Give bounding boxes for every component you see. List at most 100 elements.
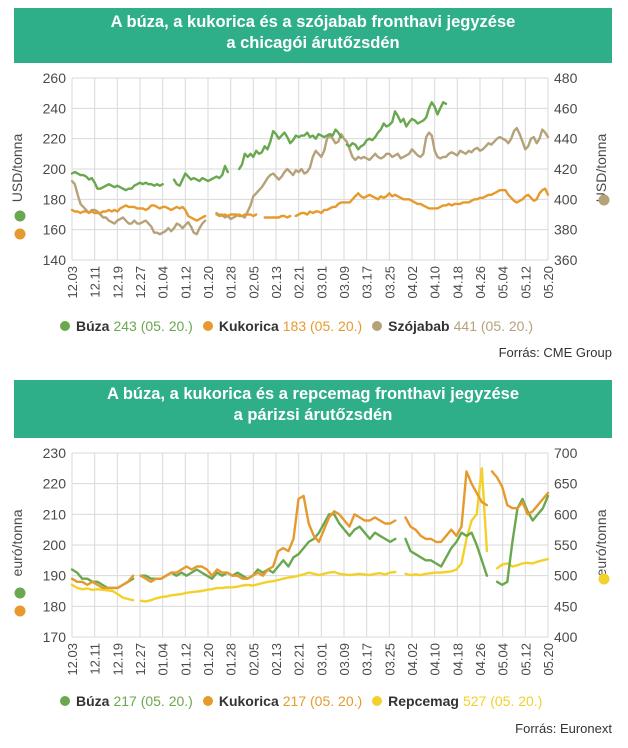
y-axis-label-left: euró/tonna (9, 509, 25, 576)
x-tick: 04.02 (405, 266, 420, 299)
legend-name: Búza (76, 318, 110, 334)
series-line-búza (404, 531, 489, 577)
legend-item: Kukorica 183 (05. 20.) (202, 318, 362, 334)
x-tick: 04.10 (428, 643, 443, 676)
legend-item: Búza 243 (05. 20.) (60, 318, 193, 334)
axis-series-dot (14, 605, 26, 617)
y-tick-right: 380 (554, 222, 578, 238)
y-tick-left: 220 (43, 131, 67, 147)
x-tick: 05.20 (541, 643, 556, 676)
chart-title-banner: A búza, a kukorica és a szójabab frontha… (14, 8, 612, 63)
legend-dot (202, 321, 213, 331)
legend-dot (372, 696, 383, 706)
series-line-búza (345, 101, 448, 151)
x-tick: 03.25 (382, 643, 397, 676)
y-tick-left: 200 (43, 161, 67, 177)
series-line-kukorica (263, 214, 292, 219)
x-tick: 12.11 (88, 266, 103, 298)
axis-series-dot (598, 573, 610, 585)
x-tick: 02.05 (246, 643, 261, 676)
series-line-szójabab (70, 179, 207, 236)
legend-dot (60, 696, 70, 706)
series-line-búza (70, 170, 164, 192)
series-line-kukorica (294, 187, 550, 218)
y-tick-right: 400 (554, 629, 578, 645)
legend-dot (372, 321, 383, 331)
axis-series-dot (598, 194, 610, 206)
x-tick: 02.13 (269, 643, 284, 676)
y-tick-left: 240 (43, 100, 67, 116)
axis-series-dot (14, 587, 26, 599)
y-tick-left: 230 (43, 445, 67, 461)
y-tick-left: 260 (43, 70, 67, 86)
legend-value: 527 (05. 20.) (462, 693, 543, 709)
series-line-szójabab (215, 126, 550, 221)
x-tick: 12.03 (65, 643, 80, 676)
x-tick: 05.12 (518, 643, 533, 676)
x-tick: 04.10 (428, 266, 443, 299)
legend-name: Kukorica (218, 318, 279, 334)
series-line-kukorica (70, 204, 207, 222)
series-line-kukorica (490, 470, 550, 516)
x-tick: 05.12 (518, 266, 533, 299)
legend-name: Búza (76, 693, 110, 709)
x-tick: 02.21 (292, 643, 307, 676)
chart-panel-chicago: A búza, a kukorica és a szójabab frontha… (0, 0, 628, 370)
y-tick-left: 180 (43, 191, 67, 207)
y-tick-right: 460 (554, 100, 578, 116)
legend-item: Repcemag 527 (05. 20.) (372, 693, 542, 709)
x-tick: 02.05 (246, 266, 261, 299)
x-tick: 05.04 (496, 643, 511, 676)
x-tick: 04.18 (450, 643, 465, 676)
y-tick-right: 550 (554, 537, 578, 553)
legend-value: 217 (05. 20.) (113, 693, 193, 709)
legend-name: Szójabab (388, 318, 450, 334)
y-tick-right: 450 (554, 598, 578, 614)
x-tick: 01.28 (224, 643, 239, 676)
series-line-kukorica (70, 574, 135, 590)
chart-legend: Búza 217 (05. 20.) Kukorica 217 (05. 20.) Re… (60, 693, 552, 709)
x-tick: 12.11 (88, 643, 103, 675)
y-tick-left: 140 (43, 252, 67, 268)
line-chart-chicago: 260 480 240 460 220 440 200 420 180 400 160 380 140 3… (9, 70, 610, 299)
y-tick-right: 360 (554, 252, 578, 268)
y-tick-right: 420 (554, 161, 578, 177)
chart-title-line-2: a párizsi árutőzsdén (233, 406, 393, 424)
series-line-búza (237, 128, 343, 171)
chart-title-line-1: A búza, a kukorica és a szójabab frontha… (110, 13, 516, 31)
legend-value: 243 (05. 20.) (113, 318, 193, 334)
x-tick: 01.04 (156, 266, 171, 299)
series-line-kukorica (139, 494, 397, 584)
x-tick: 04.26 (473, 643, 488, 676)
x-tick: 01.12 (178, 266, 193, 299)
chart-panel-paris: A búza, a kukorica és a repcemag frontha… (0, 380, 628, 748)
x-tick: 01.28 (224, 266, 239, 299)
y-tick-left: 190 (43, 568, 67, 584)
x-tick: 05.20 (541, 266, 556, 299)
x-tick: 04.26 (473, 266, 488, 299)
chart-source: Forrás: CME Group (498, 345, 612, 360)
x-tick: 04.18 (450, 266, 465, 299)
line-chart-paris: 230 700 220 650 210 600 200 550 190 500 180 450 170 4… (9, 445, 610, 676)
y-tick-left: 200 (43, 537, 67, 553)
legend-item: Búza 217 (05. 20.) (60, 693, 193, 709)
series-line-repcemag (495, 557, 550, 570)
series-line-kukorica (215, 213, 258, 218)
x-tick: 05.04 (496, 266, 511, 299)
x-tick: 12.27 (133, 266, 148, 299)
legend-name: Kukorica (218, 693, 279, 709)
x-tick: 03.01 (314, 266, 329, 299)
x-tick: 02.13 (269, 266, 284, 299)
y-tick-left: 180 (43, 598, 67, 614)
x-tick: 03.17 (360, 643, 375, 676)
y-tick-right: 650 (554, 476, 578, 492)
legend-value: 217 (05. 20.) (282, 693, 363, 709)
chart-title-banner: A búza, a kukorica és a repcemag frontha… (14, 380, 612, 438)
y-tick-right: 600 (554, 506, 578, 522)
legend-dot (60, 321, 70, 331)
x-tick: 03.17 (360, 266, 375, 299)
x-tick: 01.20 (201, 643, 216, 676)
series-line-repcemag (139, 570, 397, 603)
series-line-búza (495, 494, 550, 587)
series-line-búza (172, 164, 230, 187)
